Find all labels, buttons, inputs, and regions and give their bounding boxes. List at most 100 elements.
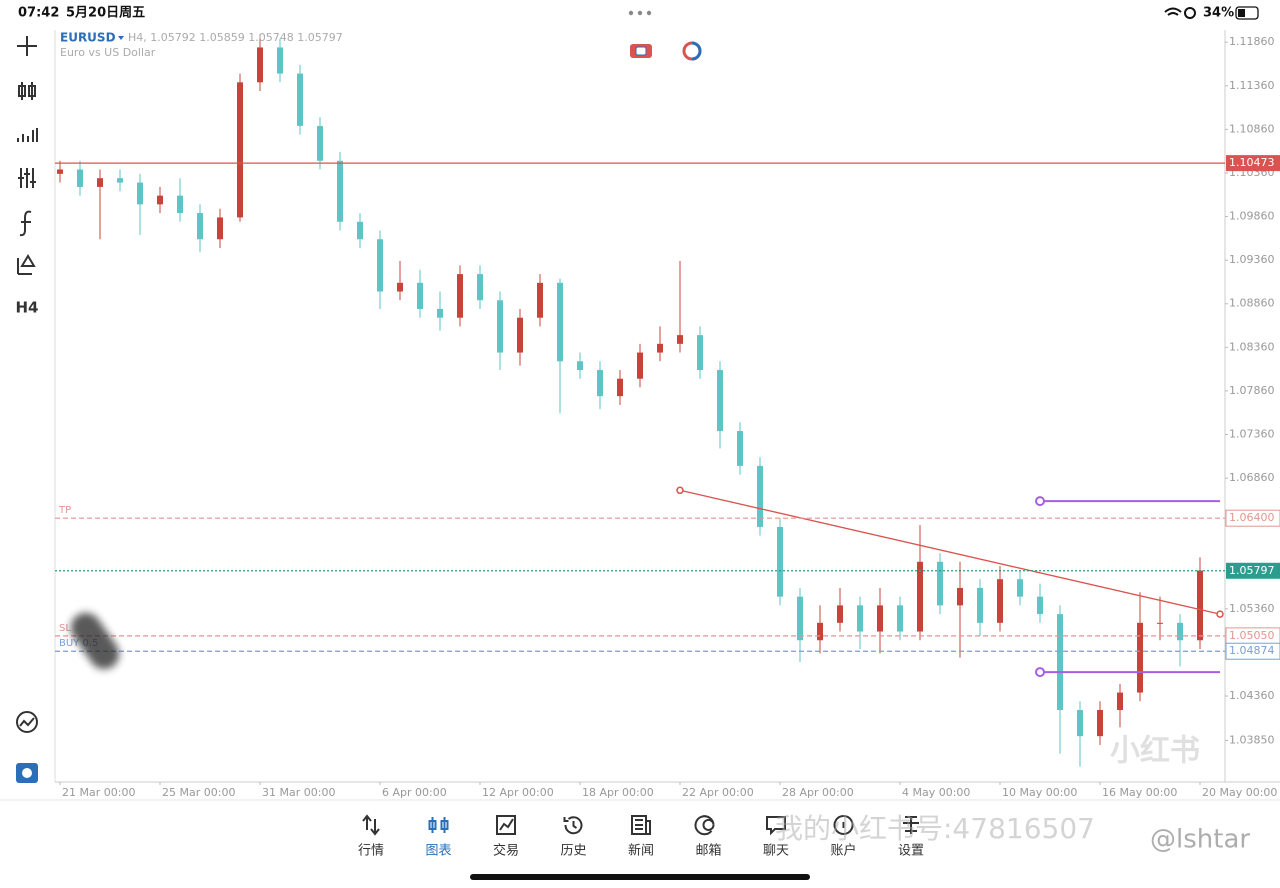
candle-body (357, 221, 363, 240)
left-toolbar (16, 36, 38, 733)
candle-body (557, 282, 563, 362)
candle-body (937, 561, 943, 606)
candle-body (117, 178, 123, 183)
candle-body (1117, 692, 1123, 710)
tab-label[interactable]: 设置 (898, 844, 924, 859)
trendline-anchor (676, 486, 684, 495)
y-tick-label: 1.04360 (1229, 689, 1275, 702)
x-tick-label: 25 Mar 00:00 (162, 786, 235, 799)
tab-icon (563, 816, 583, 835)
analysis-line (19, 717, 35, 727)
candle-body (597, 369, 603, 397)
candle-body (57, 169, 63, 174)
price-label: 1.05050 (1229, 629, 1275, 642)
symbol-description: Euro vs US Dollar (60, 46, 156, 59)
y-tick-label: 1.05360 (1229, 602, 1275, 615)
finger-smudge (70, 612, 120, 670)
volume-tool[interactable] (17, 128, 38, 142)
tab-icon (631, 815, 651, 835)
handle-watermark: @lshtar (1150, 825, 1250, 855)
x-tick-label: 18 Apr 00:00 (582, 786, 654, 799)
logo-watermark: 小红书 (1110, 734, 1200, 769)
symbol[interactable]: EURUSD (60, 31, 116, 45)
tab-icon (833, 815, 854, 835)
candle-tool[interactable] (18, 82, 36, 100)
candle-body (497, 300, 503, 353)
crosshair-tool[interactable] (17, 36, 37, 56)
indicator-tool[interactable] (18, 168, 36, 188)
symbol-dropdown[interactable] (118, 36, 124, 40)
price-label: 1.06400 (1229, 511, 1275, 524)
candle-body (177, 195, 183, 214)
tab-label[interactable]: 新闻 (628, 843, 654, 859)
depth-button-half (691, 41, 702, 61)
candle-body (1177, 622, 1183, 641)
x-tick-label: 22 Apr 00:00 (682, 786, 754, 799)
x-tick-label: 20 May 00:00 (1202, 786, 1277, 799)
y-tick-label: 1.11360 (1229, 79, 1275, 92)
tab-label[interactable]: 账户 (830, 843, 856, 859)
candle-body (397, 282, 403, 292)
price-label-box (1225, 509, 1280, 527)
more-dots (628, 10, 652, 16)
candle-body (237, 82, 243, 218)
candle-body (517, 317, 523, 353)
candle-body (1137, 622, 1143, 693)
trade-button-dot (22, 768, 32, 778)
x-tick-label: 12 Apr 00:00 (482, 786, 554, 799)
candle-body (957, 587, 963, 606)
candle-body (1197, 570, 1203, 641)
x-tick-label: 4 May 00:00 (902, 786, 970, 799)
tab-icon (428, 817, 449, 833)
y-tick-label: 1.09860 (1229, 210, 1275, 223)
y-tick-label: 1.07360 (1229, 428, 1275, 441)
candle-body (137, 182, 143, 205)
tab-label[interactable]: 图表 (425, 844, 451, 859)
function-tool[interactable] (19, 210, 32, 237)
candle-body (717, 369, 723, 432)
tab-label[interactable]: 交易 (493, 843, 519, 859)
candle-body (577, 361, 583, 370)
y-tick-label: 1.03850 (1229, 734, 1275, 747)
x-tick-label: 21 Mar 00:00 (62, 786, 135, 799)
tab-label[interactable]: 历史 (560, 844, 586, 859)
horizontal-object-anchor (1035, 496, 1045, 507)
y-tick-label: 1.11860 (1229, 35, 1275, 48)
y-tick-label: 1.06860 (1229, 471, 1275, 484)
object-tool[interactable] (17, 254, 36, 275)
level-tag: SL (59, 623, 71, 634)
candle-body (877, 605, 883, 632)
candle-body (1097, 709, 1103, 737)
price-label: 1.10473 (1229, 156, 1275, 169)
x-tick-label: 6 Apr 00:00 (382, 786, 447, 799)
candle-body (477, 274, 483, 301)
tab-label[interactable]: 行情 (358, 844, 384, 859)
ohlc-info: H4, 1.05792 1.05859 1.05748 1.05797 (128, 31, 343, 44)
tab-icon (903, 816, 919, 834)
wifi-icon (1164, 7, 1182, 16)
candle-body (617, 378, 623, 397)
timeframe-button[interactable]: H4 (16, 299, 39, 317)
candle-body (377, 239, 383, 292)
y-tick-label: 1.08360 (1229, 340, 1275, 353)
analysis-tool[interactable] (16, 711, 38, 733)
candle-body (1077, 709, 1083, 737)
price-label: 1.05797 (1229, 564, 1275, 577)
candle-body (417, 282, 423, 309)
battery-text: 34% (1203, 6, 1234, 21)
candle-body (757, 465, 763, 527)
horizontal-object-anchor (1035, 667, 1045, 678)
candle-body (1017, 579, 1023, 597)
level-tag: TP (58, 505, 71, 516)
y-tick-label: 1.07860 (1229, 384, 1275, 397)
battery-icon (1235, 6, 1259, 20)
candle-body (197, 213, 203, 240)
tab-label[interactable]: 邮箱 (695, 843, 721, 859)
price-label: 1.04874 (1229, 644, 1275, 657)
candle-body (537, 282, 543, 318)
candle-body (1157, 622, 1163, 624)
candle-body (297, 73, 303, 126)
tab-label[interactable]: 聊天 (763, 844, 789, 859)
lock-icon (1184, 7, 1196, 19)
